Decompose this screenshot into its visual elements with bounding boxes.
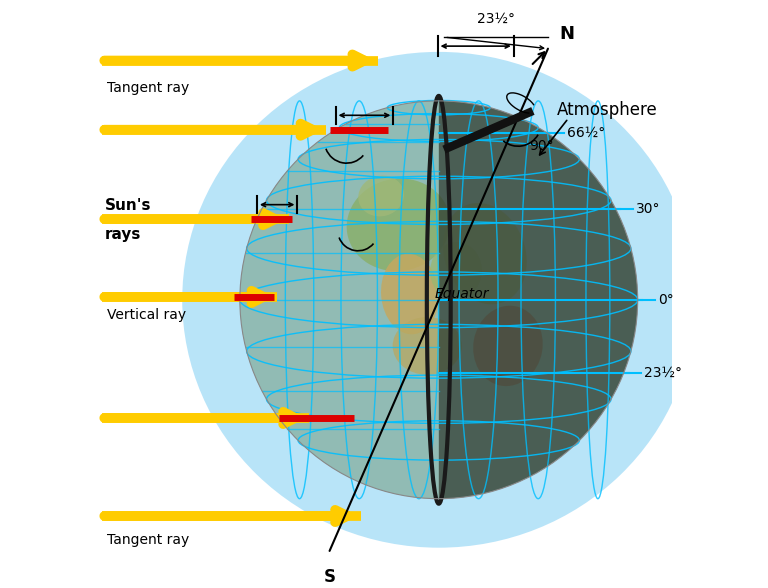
Text: Equator: Equator — [435, 287, 489, 301]
Text: 0°: 0° — [658, 293, 674, 307]
Text: 66½°: 66½° — [567, 125, 605, 139]
Ellipse shape — [443, 203, 527, 305]
Text: 23½°: 23½° — [477, 12, 515, 26]
Ellipse shape — [381, 254, 439, 335]
Circle shape — [240, 101, 637, 499]
Wedge shape — [240, 101, 439, 499]
Wedge shape — [240, 101, 439, 499]
Text: N: N — [560, 25, 574, 43]
Ellipse shape — [358, 176, 404, 216]
Text: 23½°: 23½° — [644, 366, 682, 379]
Text: Vertical ray: Vertical ray — [108, 309, 187, 322]
Text: Tangent ray: Tangent ray — [108, 533, 190, 547]
Ellipse shape — [392, 317, 462, 375]
Ellipse shape — [346, 179, 450, 271]
Text: rays: rays — [104, 227, 141, 242]
Text: 30°: 30° — [636, 202, 660, 216]
Text: Tangent ray: Tangent ray — [108, 81, 190, 95]
Text: Sun's: Sun's — [104, 198, 151, 213]
Ellipse shape — [430, 242, 482, 300]
Ellipse shape — [182, 52, 695, 547]
Wedge shape — [439, 101, 637, 499]
Text: S: S — [323, 568, 336, 586]
Text: 90°: 90° — [530, 139, 554, 153]
Ellipse shape — [473, 306, 543, 386]
Text: Atmosphere: Atmosphere — [557, 101, 657, 119]
